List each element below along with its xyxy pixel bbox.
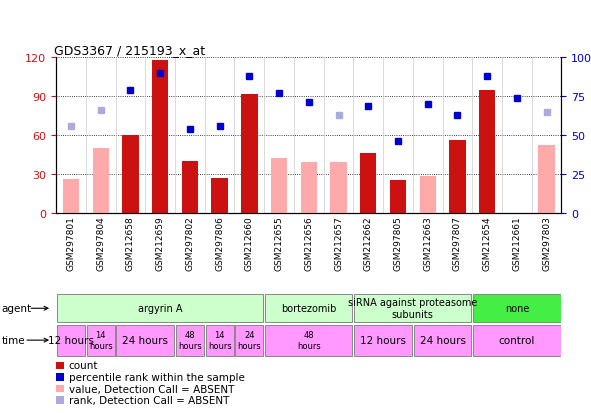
Bar: [176, 325, 204, 356]
Text: value, Detection Call = ABSENT: value, Detection Call = ABSENT: [69, 384, 234, 394]
Bar: [87, 325, 115, 356]
Text: time: time: [2, 335, 25, 345]
Text: 24 hours: 24 hours: [122, 335, 168, 345]
Bar: [360, 154, 376, 213]
Bar: [241, 95, 258, 213]
Bar: [206, 325, 233, 356]
Bar: [235, 325, 264, 356]
Bar: [301, 163, 317, 213]
Bar: [330, 163, 347, 213]
Bar: [479, 90, 495, 213]
Bar: [420, 177, 436, 213]
Text: 12 hours: 12 hours: [360, 335, 406, 345]
Bar: [116, 325, 174, 356]
Text: control: control: [499, 335, 535, 345]
Bar: [265, 325, 352, 356]
Bar: [63, 180, 79, 213]
Text: 24 hours: 24 hours: [420, 335, 466, 345]
Bar: [390, 181, 406, 213]
Bar: [57, 325, 85, 356]
Bar: [538, 146, 555, 213]
Bar: [354, 325, 412, 356]
Text: siRNA against proteasome
subunits: siRNA against proteasome subunits: [348, 298, 478, 319]
Text: 24
hours: 24 hours: [238, 331, 261, 350]
Text: 12 hours: 12 hours: [48, 335, 94, 345]
Text: rank, Detection Call = ABSENT: rank, Detection Call = ABSENT: [69, 395, 229, 405]
Bar: [181, 161, 198, 213]
Bar: [449, 141, 466, 213]
Text: 14
hours: 14 hours: [89, 331, 113, 350]
Text: GDS3367 / 215193_x_at: GDS3367 / 215193_x_at: [54, 44, 204, 57]
Bar: [57, 294, 264, 323]
Bar: [271, 159, 287, 213]
Text: none: none: [505, 304, 529, 313]
Text: 48
hours: 48 hours: [297, 331, 321, 350]
Text: 14
hours: 14 hours: [208, 331, 232, 350]
Bar: [473, 294, 560, 323]
Text: agent: agent: [2, 304, 32, 313]
Bar: [152, 61, 168, 213]
Text: bortezomib: bortezomib: [281, 304, 336, 313]
Text: argyrin A: argyrin A: [138, 304, 183, 313]
Bar: [212, 178, 228, 213]
Bar: [473, 325, 560, 356]
Text: 48
hours: 48 hours: [178, 331, 202, 350]
Text: percentile rank within the sample: percentile rank within the sample: [69, 372, 245, 382]
Bar: [265, 294, 352, 323]
Text: count: count: [69, 361, 98, 370]
Bar: [354, 294, 472, 323]
Bar: [93, 149, 109, 213]
Bar: [122, 135, 139, 213]
Bar: [414, 325, 472, 356]
